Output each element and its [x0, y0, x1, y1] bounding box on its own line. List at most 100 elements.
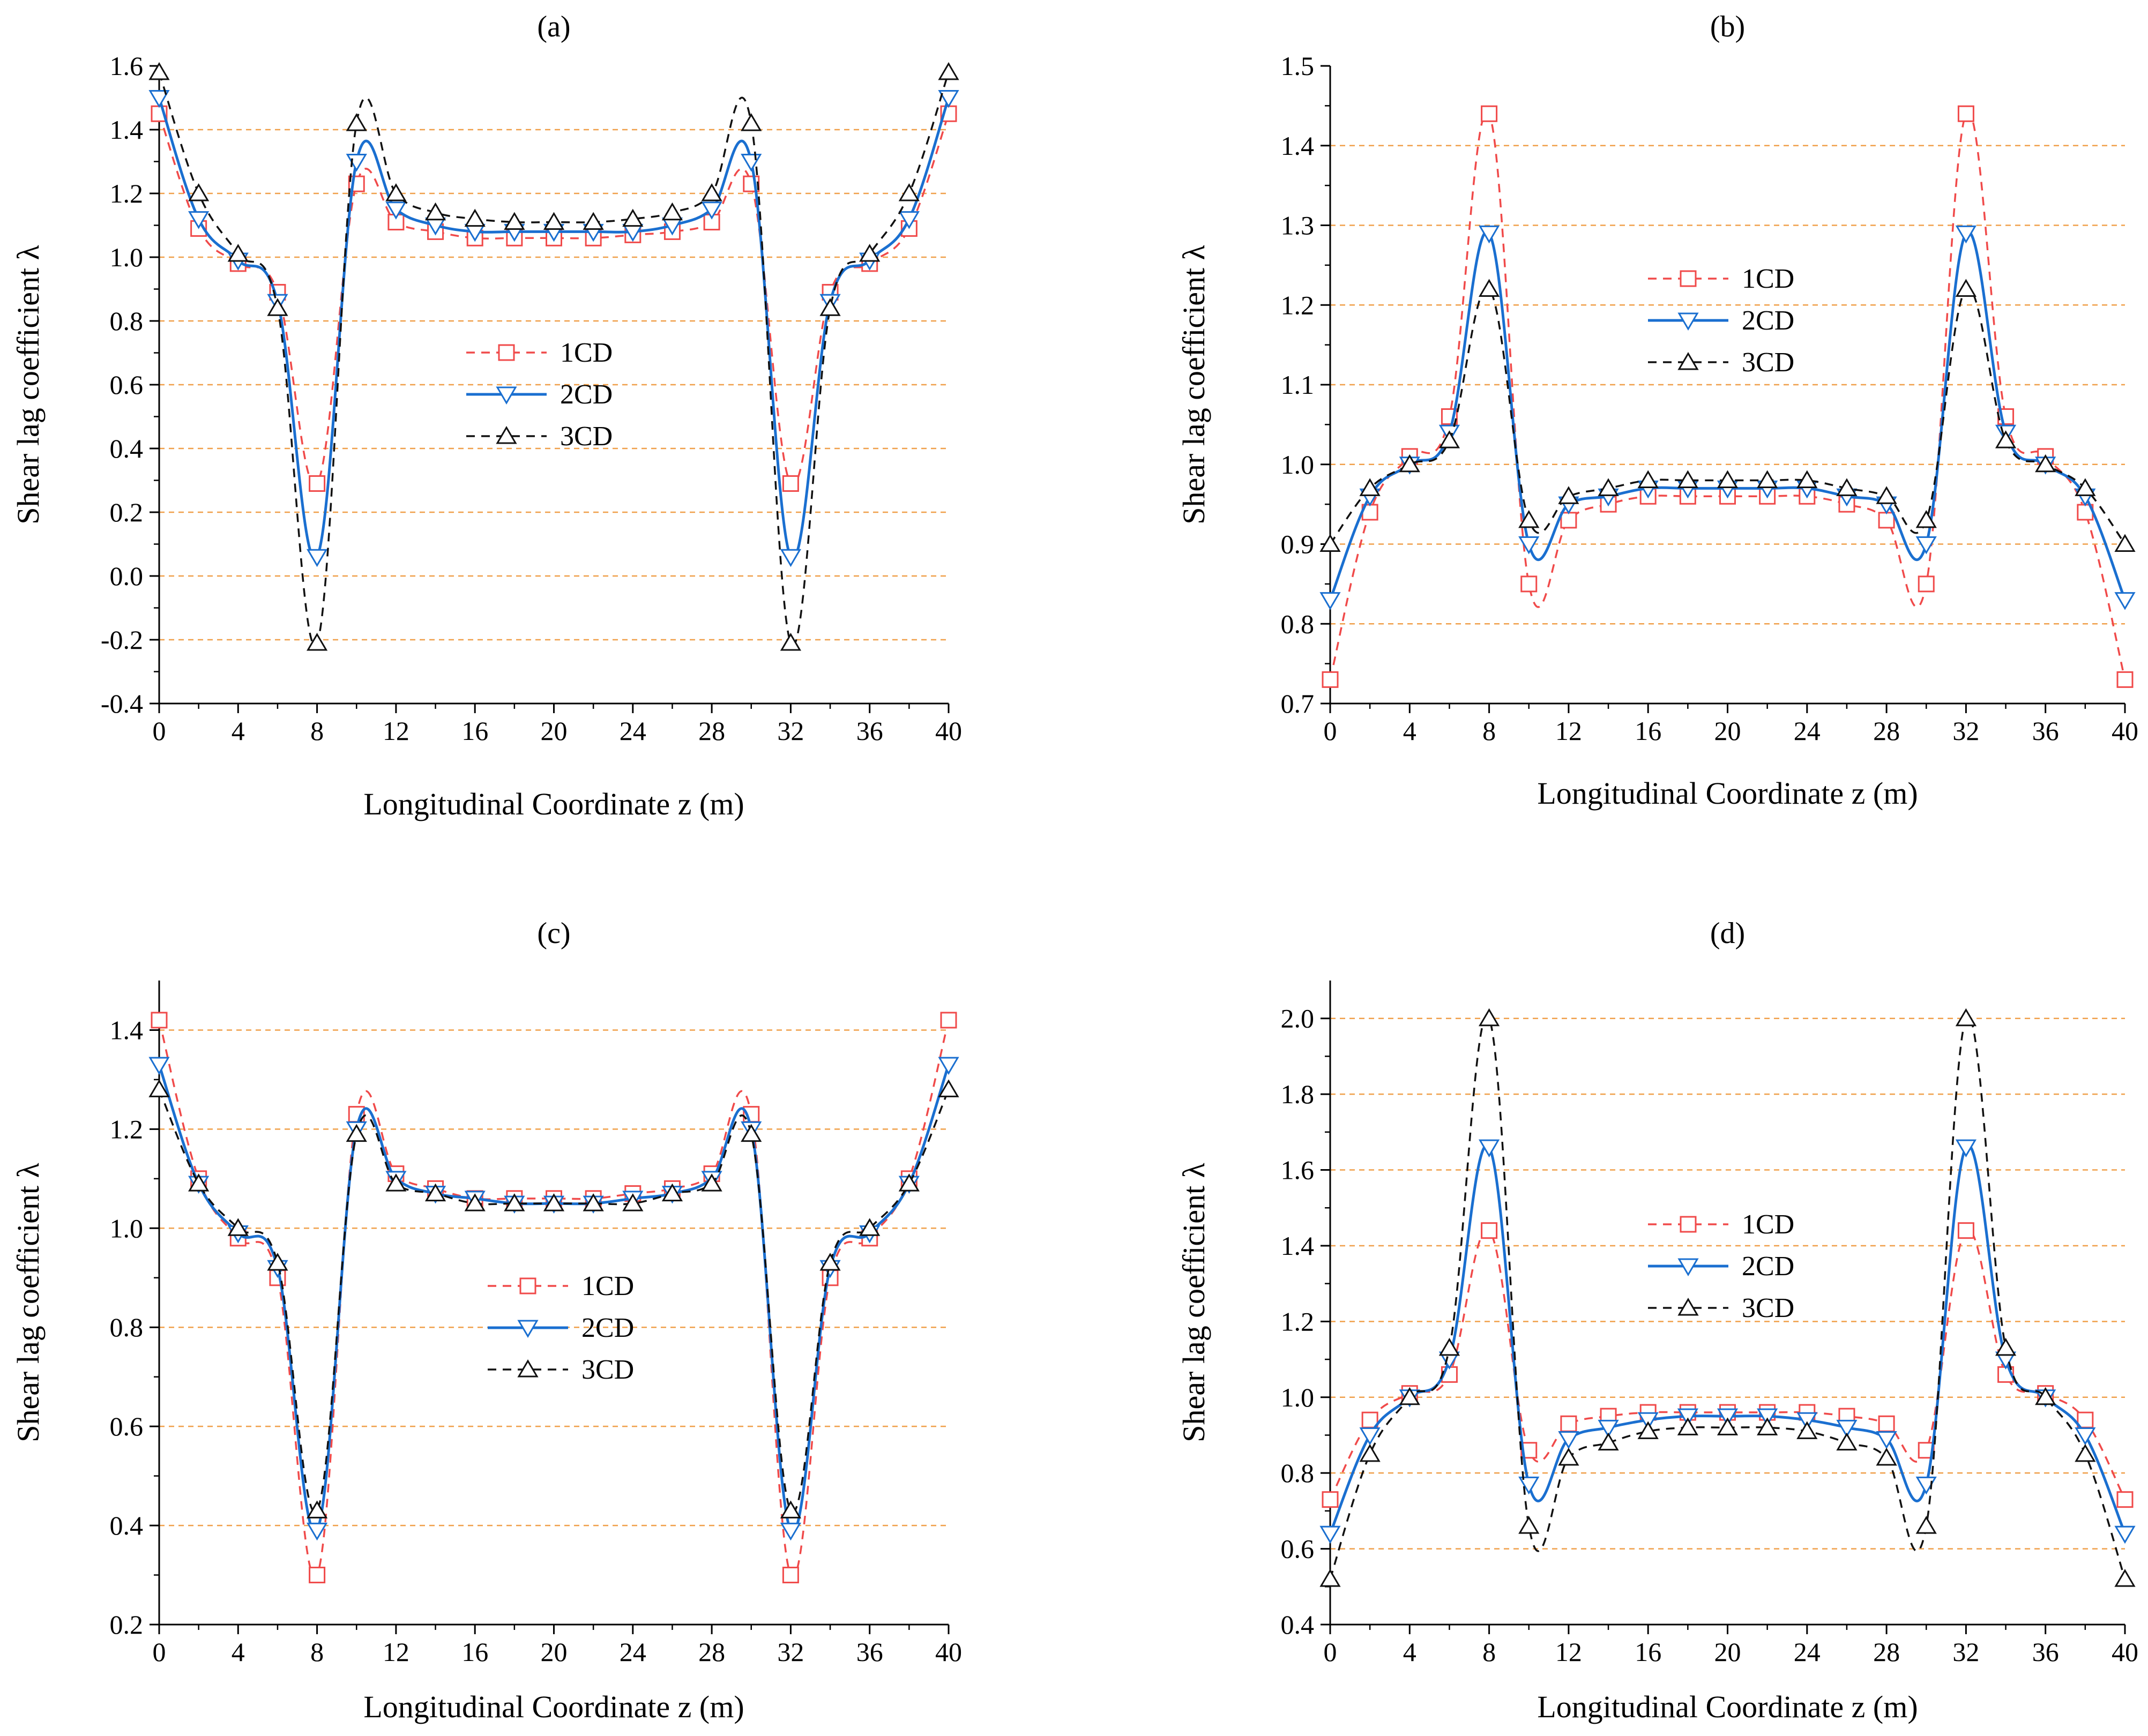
data-point-3CD — [2114, 534, 2136, 552]
data-point-2CD — [1518, 1476, 1540, 1495]
data-point-3CD — [148, 1079, 170, 1097]
data-point-3CD — [583, 212, 604, 230]
chart-d-grid — [1330, 1017, 2125, 1550]
x-tick-label: 8 — [310, 716, 324, 746]
y-tick-label: 1.0 — [1281, 1382, 1315, 1412]
series-line-1CD — [1329, 110, 2126, 680]
legend-marker-3CD — [517, 1359, 539, 1378]
data-point-3CD — [424, 1183, 446, 1202]
data-point-3CD — [1876, 486, 1897, 504]
data-point-3CD — [1598, 478, 1619, 496]
data-point-2CD — [2075, 1427, 2096, 1446]
y-tick-label: 1.6 — [110, 51, 144, 81]
data-point-2CD — [1796, 1412, 1818, 1431]
data-point-1CD — [1560, 512, 1577, 529]
data-point-2CD — [2114, 592, 2136, 610]
data-point-3CD — [622, 208, 644, 227]
y-tick-label: 1.2 — [1281, 290, 1315, 320]
x-tick-label: 36 — [856, 1637, 883, 1667]
y-axis-label: Shear lag coefficient λ — [11, 1163, 46, 1442]
legend-marker-3CD — [1677, 1298, 1699, 1316]
data-point-3CD — [741, 113, 762, 131]
y-tick-label: 0.7 — [1281, 689, 1315, 719]
x-ticks: 0 4 8 12 16 20 24 28 32 36 40 — [153, 1625, 962, 1667]
data-point-1CD — [1322, 671, 1339, 688]
data-point-3CD — [385, 183, 407, 201]
chart-b-svg: 0 4 8 12 16 20 24 28 32 36 40 0.7 0.8 0.9 1.0 1.1 1.2 1.3… — [1176, 10, 2138, 811]
data-point-2CD — [148, 90, 170, 108]
x-tick-label: 20 — [1714, 1637, 1741, 1667]
data-point-2CD — [1915, 536, 1937, 555]
data-point-3CD — [701, 183, 722, 201]
y-tick-label: 1.2 — [1281, 1306, 1315, 1336]
data-point-3CD — [819, 1253, 841, 1271]
x-tick-label: 4 — [232, 1637, 245, 1667]
chart-c-legend: 1CD 2CD 3CD — [488, 1271, 634, 1385]
data-point-2CD — [2114, 1525, 2136, 1544]
data-point-2CD — [780, 549, 802, 567]
chart-panel-d: 0 4 8 12 16 20 24 28 32 36 40 0.4 0.6 0.8 1.0 1.2 1.4 1.6… — [1166, 911, 2148, 1736]
y-tick-label: 1.5 — [1281, 51, 1315, 81]
data-point-1CD — [1878, 1415, 1895, 1432]
data-point-3CD — [1637, 470, 1659, 488]
x-tick-label: 0 — [1324, 1637, 1337, 1667]
chart-d-svg: 0 4 8 12 16 20 24 28 32 36 40 0.4 0.6 0.8 1.0 1.2 1.4 1.6… — [1176, 917, 2138, 1724]
chart-c-title: (c) — [537, 917, 570, 950]
x-axis-label: Longitudinal Coordinate z (m) — [1537, 776, 1918, 811]
y-ticks: 0.4 0.6 0.8 1.0 1.2 1.4 1.6 1.8 2.0 — [1281, 1004, 1330, 1640]
x-axis-label: Longitudinal Coordinate z (m) — [1537, 1689, 1918, 1724]
x-axis-label: Longitudinal Coordinate z (m) — [363, 787, 744, 821]
x-tick-label: 32 — [777, 1637, 804, 1667]
data-point-2CD — [1717, 1408, 1739, 1427]
y-tick-label: 1.1 — [1281, 370, 1315, 400]
y-tick-label: 1.8 — [1281, 1079, 1315, 1109]
data-point-3CD — [1637, 1421, 1659, 1439]
data-point-3CD — [938, 62, 959, 80]
data-point-1CD — [2116, 671, 2134, 688]
data-point-3CD — [543, 1193, 565, 1211]
data-point-2CD — [148, 1057, 170, 1075]
y-ticks: 0.7 0.8 0.9 1.0 1.1 1.2 1.3 1.4 1.5 — [1281, 51, 1330, 719]
data-point-1CD — [1560, 1415, 1577, 1432]
data-point-1CD — [1957, 105, 1974, 122]
data-point-2CD — [1955, 225, 1977, 244]
data-point-3CD — [1995, 1337, 2017, 1356]
legend-marker-3CD — [496, 426, 517, 444]
data-point-2CD — [1915, 1476, 1937, 1495]
y-axis-label: Shear lag coefficient λ — [1176, 1163, 1211, 1442]
legend-label-1CD: 1CD — [581, 1271, 634, 1301]
x-tick-label: 16 — [461, 1637, 488, 1667]
data-point-3CD — [1955, 1008, 1977, 1027]
data-point-1CD — [309, 1567, 326, 1584]
chart-c-svg: 0 4 8 12 16 20 24 28 32 36 40 0.2 0.4 0.6 0.8 1.0 1.2 1.4… — [11, 917, 962, 1724]
data-point-3CD — [1598, 1432, 1619, 1451]
data-point-3CD — [2114, 1569, 2136, 1587]
data-point-3CD — [1757, 470, 1778, 488]
x-tick-label: 28 — [698, 1637, 725, 1667]
data-point-2CD — [898, 211, 920, 229]
data-point-3CD — [227, 1218, 249, 1236]
legend-label-2CD: 2CD — [560, 379, 613, 410]
legend-marker-1CD — [1680, 270, 1697, 287]
data-point-1CD — [1918, 575, 1935, 593]
y-tick-label: 1.4 — [110, 1015, 144, 1045]
data-point-1CD — [1481, 1222, 1498, 1239]
data-point-2CD — [1955, 1139, 1977, 1158]
x-tick-label: 40 — [935, 1637, 962, 1667]
y-tick-label: 1.4 — [1281, 131, 1315, 161]
chart-panel-b: 0 4 8 12 16 20 24 28 32 36 40 0.7 0.8 0.9 1.0 1.1 1.2 1.3… — [1166, 0, 2148, 863]
y-tick-label: 0.4 — [110, 1510, 144, 1540]
data-point-1CD — [1322, 1491, 1339, 1508]
data-point-3CD — [1478, 279, 1500, 297]
data-point-3CD — [2035, 1387, 2056, 1405]
series-3CD — [1319, 1008, 2136, 1587]
x-tick-label: 32 — [1952, 716, 1979, 746]
series-2CD — [148, 90, 959, 567]
x-ticks: 0 4 8 12 16 20 24 28 32 36 40 — [1324, 704, 2138, 746]
data-point-2CD — [1876, 1431, 1897, 1449]
x-tick-label: 8 — [1482, 716, 1496, 746]
series-line-3CD — [1329, 1015, 2126, 1580]
legend-label-3CD: 3CD — [581, 1355, 634, 1385]
x-ticks: 0 4 8 12 16 20 24 28 32 36 40 — [153, 704, 962, 746]
y-tick-label: 1.0 — [1281, 450, 1315, 480]
